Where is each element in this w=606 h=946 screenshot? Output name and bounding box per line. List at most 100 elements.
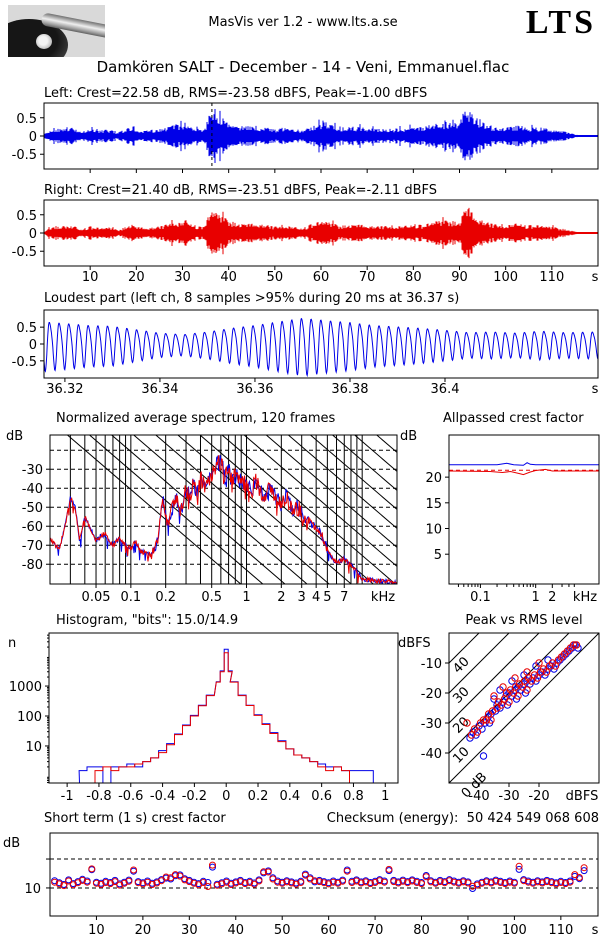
- app-version-text: MasVis ver 1.2 - www.lts.a.se: [208, 15, 398, 30]
- svg-text:-0.5: -0.5: [12, 355, 37, 370]
- spectrum-right-curve: [50, 455, 397, 584]
- svg-text:0: 0: [29, 130, 37, 145]
- svg-text:1: 1: [532, 590, 540, 605]
- svg-text:20: 20: [135, 923, 152, 938]
- svg-text:0.5: 0.5: [16, 321, 37, 336]
- svg-text:s: s: [592, 923, 599, 938]
- svg-text:-70: -70: [22, 539, 43, 554]
- svg-text:2: 2: [548, 590, 556, 605]
- svg-text:40: 40: [227, 923, 244, 938]
- svg-text:36.38: 36.38: [331, 382, 368, 397]
- svg-text:3: 3: [298, 590, 306, 605]
- svg-text:50: 50: [274, 923, 291, 938]
- svg-text:-40: -40: [22, 482, 43, 497]
- svg-text:10: 10: [425, 523, 442, 538]
- wave_right-plot: 0.5 0 -0.5 10 20 30 40 50 60 70 80 90 100 110 s: [12, 199, 599, 285]
- svg-text:0.5: 0.5: [16, 112, 37, 127]
- svg-text:4: 4: [312, 590, 320, 605]
- svg-text:36.4: 36.4: [431, 382, 460, 397]
- spectrum-title: Normalized average spectrum, 120 frames: [56, 411, 336, 426]
- svg-text:36.34: 36.34: [141, 382, 178, 397]
- allpassed-blue-line: [449, 462, 599, 466]
- svg-text:-30: -30: [22, 463, 43, 478]
- svg-text:-1: -1: [61, 789, 74, 804]
- svg-text:20: 20: [128, 270, 145, 285]
- histogram-left-steps: [78, 648, 374, 784]
- svg-text:0.1: 0.1: [470, 590, 491, 605]
- svg-text:-80: -80: [22, 558, 43, 573]
- svg-text:0.6: 0.6: [311, 789, 332, 804]
- svg-text:90: 90: [451, 270, 468, 285]
- svg-text:-0.6: -0.6: [118, 789, 143, 804]
- peak-rms-right-points: [463, 641, 581, 739]
- svg-text:100: 100: [493, 270, 518, 285]
- svg-text:0.1: 0.1: [121, 590, 142, 605]
- allpassed-title: Allpassed crest factor: [443, 411, 584, 426]
- svg-text:-20: -20: [421, 687, 442, 702]
- allpassed-plot: 0.1 1 2 kHz 20 15 10 5: [425, 434, 600, 605]
- svg-text:10: 10: [25, 740, 42, 755]
- svg-text:0.2: 0.2: [155, 590, 176, 605]
- svg-text:-0.8: -0.8: [86, 789, 111, 804]
- histogram-right-steps: [79, 652, 374, 784]
- svg-text:2: 2: [277, 590, 285, 605]
- svg-text:-0.5: -0.5: [12, 148, 37, 163]
- loudest-part-title: Loudest part (left ch, 8 samples >95% du…: [44, 291, 460, 306]
- svg-text:36.36: 36.36: [236, 382, 273, 397]
- svg-text:0.5: 0.5: [201, 590, 222, 605]
- svg-text:100: 100: [17, 710, 42, 725]
- svg-text:0: 0: [222, 789, 230, 804]
- svg-text:1: 1: [242, 590, 250, 605]
- spectrum-plot: -30 -40 -50 -60 -70 -80 0.05 0.1 0.2 0.5 1 2 3 4 5 7 kHz: [22, 434, 398, 605]
- histogram-title: Histogram, "bits": 15.0/14.9: [56, 613, 239, 628]
- checksum-label: Checksum (energy):: [326, 811, 459, 826]
- lts-logo: LTS: [525, 4, 596, 41]
- svg-text:-20: -20: [528, 789, 549, 804]
- svg-text:0: 0: [29, 338, 37, 353]
- svg-text:0.4: 0.4: [279, 789, 300, 804]
- histogram-plot: 10 100 1000 -1 -0.8 -0.6 -0.4 -0.2 0 0.2 0.4 0.6 0.8…: [9, 632, 399, 804]
- left-wave-title: Left: Crest=22.58 dB, RMS=-23.58 dBFS, P…: [44, 86, 428, 101]
- short-term-title: Short term (1 s) crest factor: [44, 811, 226, 826]
- svg-text:s: s: [592, 382, 599, 397]
- allpassed-ylabel: dB: [400, 429, 418, 444]
- svg-text:10: 10: [24, 882, 41, 897]
- svg-text:-40: -40: [421, 747, 442, 762]
- svg-text:-0.4: -0.4: [150, 789, 175, 804]
- wave_right-waveform: [43, 207, 598, 259]
- photo-rod-tip: [36, 34, 52, 49]
- svg-text:20: 20: [425, 471, 442, 486]
- short-term-left-points: [51, 863, 588, 892]
- loudest-waveform: [43, 317, 599, 378]
- svg-text:70: 70: [367, 923, 384, 938]
- histogram-ylabel: n: [8, 636, 17, 651]
- svg-text:60: 60: [313, 270, 330, 285]
- svg-text:5: 5: [434, 548, 442, 563]
- short-term-right-points: [51, 861, 588, 890]
- svg-text:30: 30: [174, 270, 191, 285]
- svg-text:0.2: 0.2: [248, 789, 269, 804]
- svg-text:110: 110: [548, 923, 573, 938]
- svg-text:80: 80: [405, 270, 422, 285]
- short-term-plot: 10 10 20 30 40 50 60 70 80 90 100 110 s: [24, 832, 599, 938]
- svg-text:40: 40: [220, 270, 237, 285]
- svg-text:7: 7: [340, 590, 348, 605]
- corner-photo: [8, 5, 105, 57]
- page-title: Damkören SALT - December - 14 - Veni, Em…: [96, 58, 510, 76]
- svg-text:80: 80: [413, 923, 430, 938]
- svg-text:5: 5: [323, 590, 331, 605]
- svg-text:90: 90: [460, 923, 477, 938]
- svg-text:-50: -50: [22, 501, 43, 516]
- svg-text:1: 1: [381, 789, 389, 804]
- short-term-ylabel: dB: [3, 836, 21, 851]
- svg-text:kHz: kHz: [371, 590, 395, 605]
- svg-text:-60: -60: [22, 520, 43, 535]
- svg-text:10: 10: [82, 270, 99, 285]
- svg-text:-10: -10: [421, 657, 442, 672]
- svg-text:50: 50: [267, 270, 284, 285]
- allpassed-red-line: [448, 468, 599, 476]
- svg-text:-0.2: -0.2: [182, 789, 207, 804]
- svg-text:30: 30: [181, 923, 198, 938]
